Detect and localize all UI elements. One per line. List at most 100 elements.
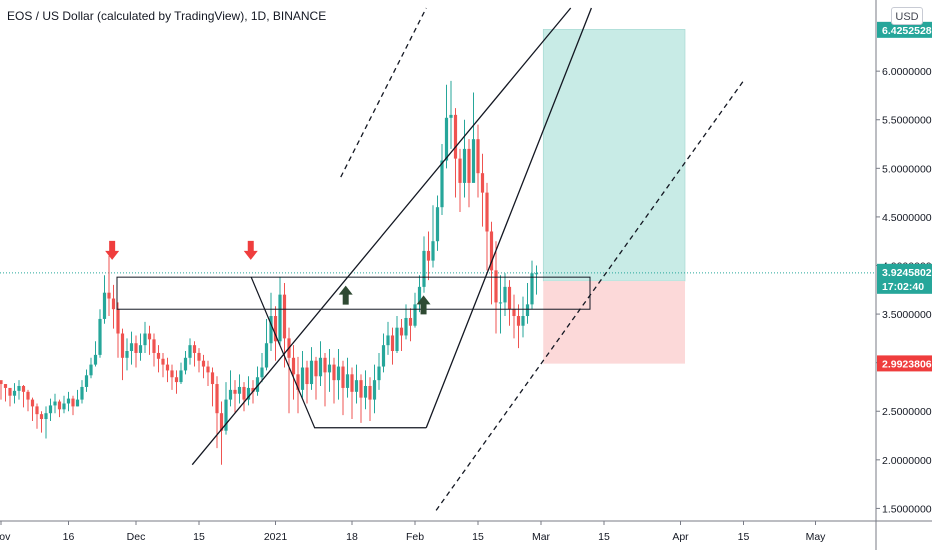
candle-body	[206, 366, 210, 373]
target-price-tag: 6.4252528	[882, 25, 932, 37]
candle-body	[327, 364, 332, 373]
candle	[21, 385, 26, 408]
x-tick-label: 15	[738, 531, 750, 543]
candle	[26, 389, 30, 412]
candle	[44, 406, 48, 439]
candle-body	[161, 358, 165, 365]
candle-body	[30, 399, 35, 407]
candle-body	[120, 333, 125, 358]
candle-body	[453, 114, 458, 159]
y-tick-label: 2.0000000	[882, 455, 932, 467]
candle-body	[21, 385, 26, 392]
candle	[408, 308, 413, 342]
channel-dashed-line[interactable]	[435, 78, 746, 511]
arrow-down-icon[interactable]	[105, 240, 120, 260]
candle-body	[359, 380, 363, 398]
current-price-tag-countdown: 17:02:40	[882, 281, 924, 293]
resistance-zone[interactable]	[116, 276, 591, 310]
arrow-up-icon[interactable]	[416, 295, 431, 315]
candle-body	[3, 384, 8, 388]
candle-body	[62, 403, 66, 410]
candle-body	[390, 335, 395, 352]
candle	[300, 351, 305, 398]
candle	[485, 182, 489, 271]
candle-body	[228, 389, 233, 400]
candle-body	[66, 398, 71, 404]
candle	[129, 331, 134, 365]
candle-body	[75, 399, 80, 407]
candle	[30, 397, 35, 421]
candle	[381, 333, 386, 373]
profit-zone[interactable]	[542, 29, 686, 282]
candle	[228, 370, 233, 407]
candle-body	[332, 364, 336, 381]
candle	[107, 255, 111, 317]
candle-body	[98, 318, 102, 355]
candle-body	[368, 385, 372, 400]
arrow-up-icon[interactable]	[338, 285, 353, 305]
candle-body	[372, 380, 377, 400]
candle-body	[444, 117, 449, 161]
candle-body	[215, 384, 219, 414]
candle-body	[152, 339, 156, 353]
channel-dashed-line[interactable]	[340, 7, 427, 178]
candle	[201, 354, 206, 379]
x-tick-label: 15	[472, 531, 484, 543]
candle	[440, 144, 444, 215]
currency-button[interactable]: USD	[891, 7, 923, 25]
candle	[476, 124, 480, 198]
candle	[480, 153, 485, 227]
candle	[219, 401, 224, 465]
candle-body	[255, 377, 260, 392]
candle-body	[125, 351, 129, 358]
candle-body	[89, 364, 93, 376]
candle	[516, 304, 521, 349]
channel-line[interactable]	[425, 7, 593, 429]
candle	[269, 292, 273, 352]
arrow-down-icon[interactable]	[243, 240, 258, 260]
candle	[165, 357, 170, 383]
candle	[48, 398, 53, 421]
candle	[435, 195, 440, 251]
candle	[377, 352, 381, 390]
candle-body	[408, 317, 413, 326]
candle-body	[35, 406, 39, 415]
candle	[354, 364, 359, 404]
loss-zone[interactable]	[543, 281, 685, 364]
candle-body	[507, 286, 512, 310]
candle	[417, 275, 422, 313]
candle	[102, 275, 107, 324]
candle-body	[480, 173, 485, 193]
candle-body	[39, 414, 44, 420]
candle	[170, 364, 174, 390]
candle-body	[462, 148, 467, 183]
current-price-tag: 3.9245802	[882, 267, 932, 279]
candle-body	[84, 375, 89, 387]
candle-body	[458, 158, 462, 183]
candle-body	[44, 413, 48, 420]
candle-body	[246, 387, 251, 400]
candle-body	[170, 370, 174, 378]
candle-body	[48, 405, 53, 414]
y-tick-label: 3.5000000	[882, 309, 932, 321]
candle-body	[57, 401, 62, 410]
x-tick-label: Nov	[0, 531, 11, 543]
pitchfork-lines[interactable]	[250, 276, 427, 429]
candle	[161, 352, 165, 378]
candle	[309, 347, 314, 390]
candle-body	[435, 207, 440, 242]
candles-layer	[0, 80, 539, 465]
candle-body	[503, 286, 507, 303]
candle	[12, 383, 17, 404]
candle-body	[197, 352, 201, 361]
candle-body	[336, 366, 341, 381]
candle-body	[341, 366, 345, 388]
candle-body	[233, 389, 237, 394]
candle	[507, 280, 512, 326]
stop-price-tag-bg	[877, 355, 932, 372]
x-tick-label: May	[806, 531, 827, 543]
channel-line[interactable]	[191, 7, 572, 466]
candle-body	[93, 354, 98, 365]
